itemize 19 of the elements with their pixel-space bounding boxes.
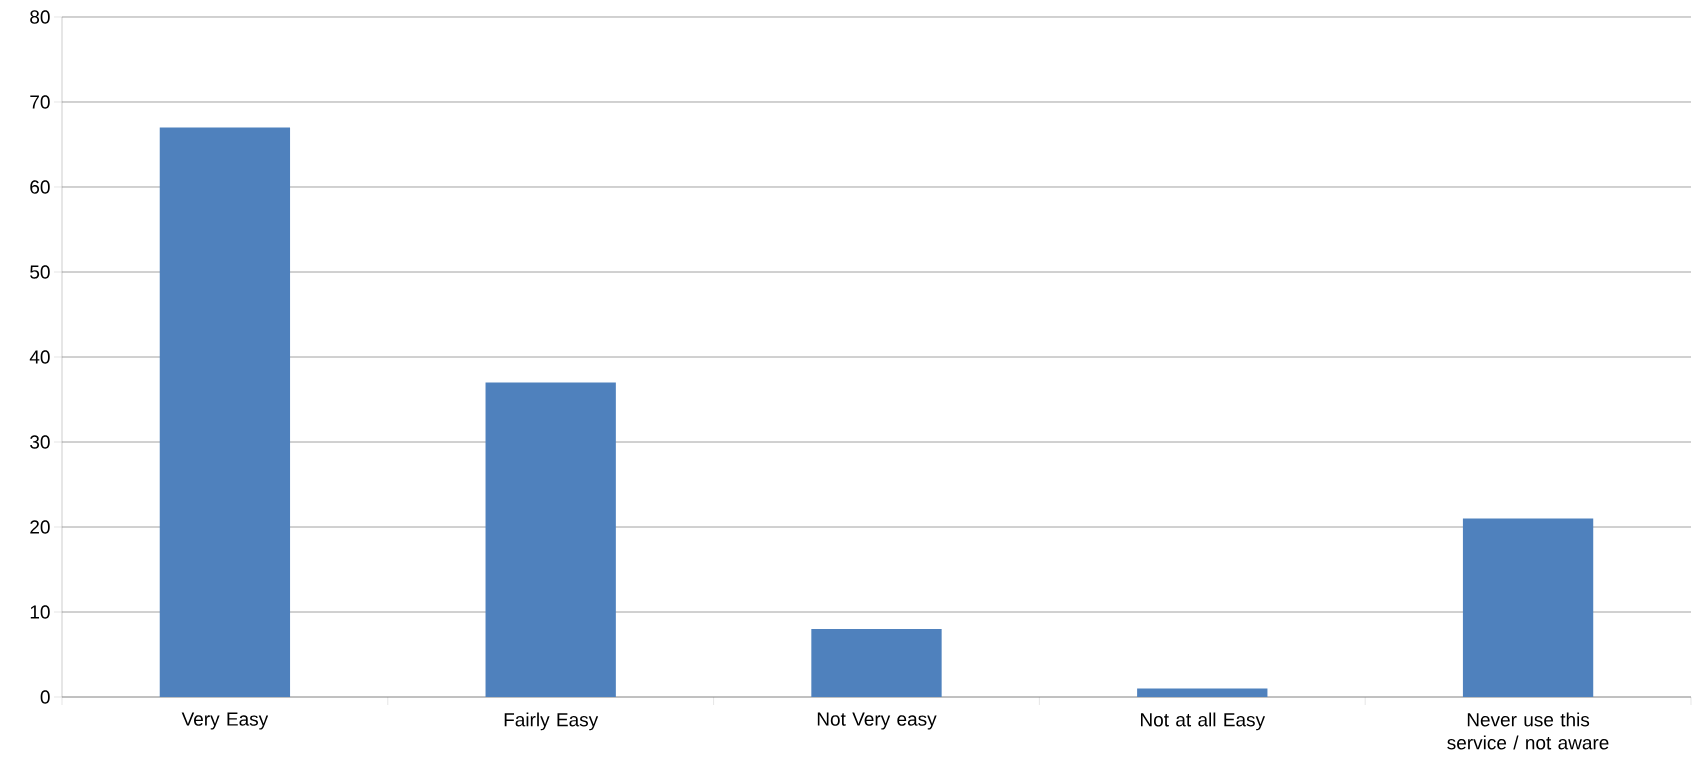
y-tick-label: 20 [30, 520, 50, 534]
bar [1462, 518, 1594, 697]
y-tick-label: 30 [30, 435, 50, 449]
bar [1137, 688, 1268, 697]
bar [159, 127, 291, 697]
y-tick-label: 60 [30, 180, 50, 194]
y-tick-label: 80 [30, 10, 50, 24]
y-tick-label: 40 [29, 350, 50, 364]
bar [485, 382, 616, 697]
x-tick-label: Very Easy [181, 712, 269, 730]
y-tick-label: 70 [30, 95, 50, 109]
x-tick-label: Not at all Easy [1141, 712, 1266, 731]
y-tick-label: 0 [40, 690, 50, 704]
y-tick-label: 50 [30, 265, 50, 279]
x-tick-label: Not Very easy [817, 712, 937, 730]
bar [811, 629, 942, 697]
x-tick-label: Fairly Easy [504, 712, 599, 731]
y-tick-label: 10 [30, 605, 50, 619]
x-tick-label: Never use this service / not aware [1447, 712, 1609, 750]
